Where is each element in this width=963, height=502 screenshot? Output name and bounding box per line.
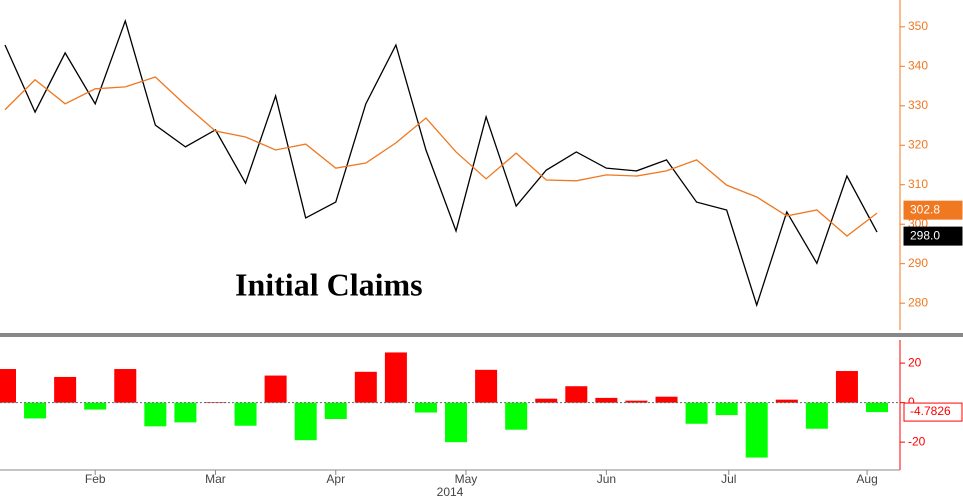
- bar: [204, 402, 227, 403]
- y-tick-label: 20: [908, 355, 922, 369]
- line-series: [4, 76, 878, 237]
- x-tick-label: Aug: [856, 472, 877, 486]
- x-tick-label: Feb: [85, 472, 106, 486]
- bar: [84, 402, 107, 410]
- bar: [866, 402, 888, 413]
- value-tag: [903, 402, 963, 422]
- bar: [144, 402, 167, 427]
- bar: [324, 402, 347, 420]
- bar: [414, 402, 437, 413]
- x-axis-label: 2014: [437, 485, 464, 499]
- bar: [234, 402, 257, 426]
- value-label: 298.0: [910, 228, 940, 242]
- bar: [595, 397, 618, 403]
- y-tick-label: 330: [908, 98, 928, 112]
- bar: [475, 369, 498, 403]
- value-label: 302.8: [910, 202, 940, 216]
- y-tick-label: 350: [908, 19, 928, 33]
- x-tick-label: Jun: [597, 472, 616, 486]
- value-label: -4.7826: [910, 404, 951, 418]
- bar: [505, 402, 528, 430]
- value-tag: [903, 226, 963, 246]
- annotation: Initial Claims: [235, 266, 423, 302]
- bar: [745, 402, 768, 458]
- bar: [264, 375, 287, 403]
- y-tick-label: 320: [908, 137, 928, 151]
- bar: [354, 371, 377, 403]
- bar: [775, 399, 798, 403]
- bar: [805, 402, 828, 429]
- bar: [565, 386, 588, 403]
- bar: [655, 396, 678, 403]
- x-tick-label: May: [455, 472, 478, 486]
- y-tick-label: 0: [908, 395, 915, 409]
- y-tick-label: 310: [908, 177, 928, 191]
- bar: [535, 398, 558, 403]
- bar: [445, 402, 468, 443]
- bar: [715, 402, 738, 416]
- y-tick-label: 340: [908, 58, 928, 72]
- bar: [685, 402, 708, 424]
- y-tick-label: 280: [908, 295, 928, 309]
- x-tick-label: Mar: [205, 472, 226, 486]
- x-tick-label: Jul: [721, 472, 736, 486]
- bar: [0, 369, 16, 403]
- bar: [54, 376, 77, 403]
- bar: [174, 402, 197, 423]
- bar: [835, 371, 858, 403]
- bar: [114, 369, 137, 403]
- bar: [384, 352, 407, 403]
- y-tick-label: -20: [908, 434, 926, 448]
- bar: [294, 402, 317, 441]
- bar: [625, 400, 648, 403]
- bar: [24, 402, 47, 419]
- x-tick-label: Apr: [326, 472, 345, 486]
- line-series: [4, 18, 878, 308]
- value-tag: [903, 200, 963, 220]
- y-tick-label: 290: [908, 256, 928, 270]
